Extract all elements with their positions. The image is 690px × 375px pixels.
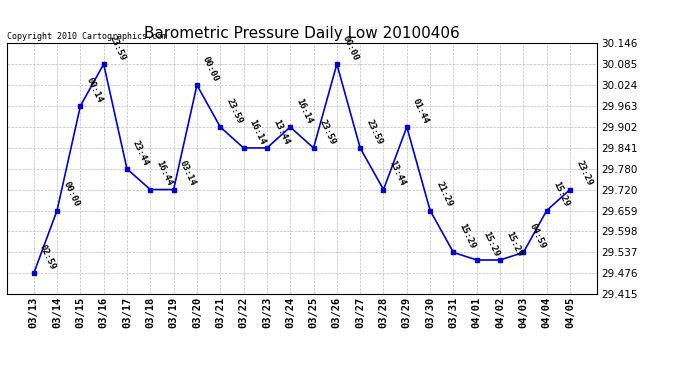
Text: 15:29: 15:29: [504, 230, 524, 258]
Text: 00:00: 00:00: [61, 180, 81, 209]
Text: 15:29: 15:29: [481, 230, 500, 258]
Text: 13:44: 13:44: [388, 159, 407, 188]
Text: 02:59: 02:59: [38, 243, 57, 271]
Text: 01:44: 01:44: [411, 97, 431, 125]
Text: 04:59: 04:59: [528, 222, 547, 250]
Text: 23:44: 23:44: [131, 139, 150, 167]
Text: 23:59: 23:59: [317, 118, 337, 146]
Text: 16:14: 16:14: [295, 97, 314, 125]
Title: Barometric Pressure Daily Low 20100406: Barometric Pressure Daily Low 20100406: [144, 26, 460, 40]
Text: 00:00: 00:00: [201, 55, 221, 83]
Text: 13:44: 13:44: [271, 118, 290, 146]
Text: 23:59: 23:59: [364, 118, 384, 146]
Text: 23:29: 23:29: [574, 159, 593, 188]
Text: 15:29: 15:29: [551, 180, 571, 209]
Text: 03:14: 03:14: [178, 159, 197, 188]
Text: 00:14: 00:14: [84, 76, 104, 104]
Text: 23:59: 23:59: [224, 97, 244, 125]
Text: 15:29: 15:29: [457, 222, 477, 250]
Text: 16:14: 16:14: [248, 118, 267, 146]
Text: 00:00: 00:00: [341, 34, 361, 62]
Text: 16:44: 16:44: [155, 159, 174, 188]
Text: Copyright 2010 Cartographics.com: Copyright 2010 Cartographics.com: [7, 32, 167, 40]
Text: 23:59: 23:59: [108, 34, 128, 62]
Text: 21:29: 21:29: [434, 180, 454, 209]
